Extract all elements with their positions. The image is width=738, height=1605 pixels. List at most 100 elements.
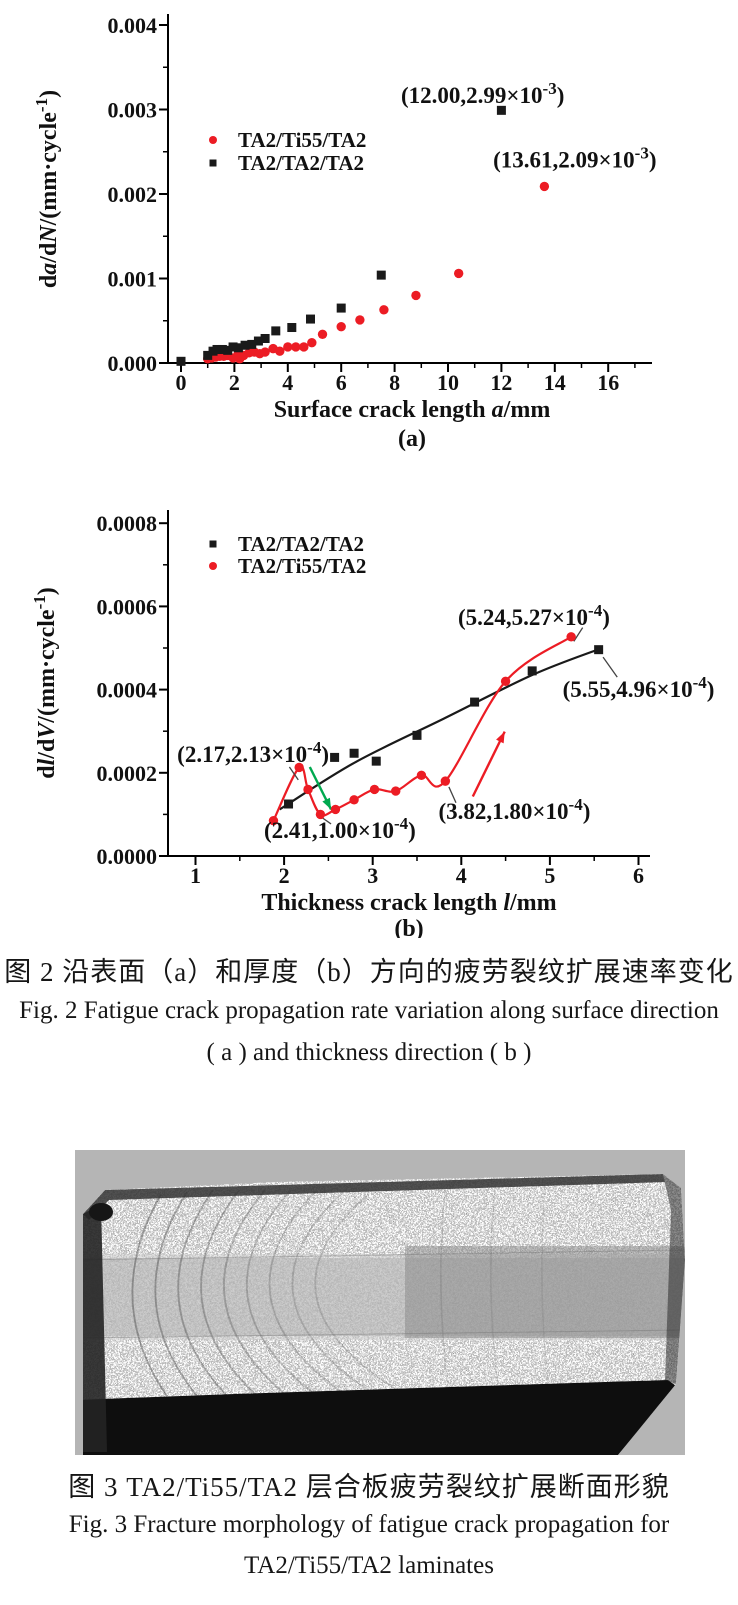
data-point — [336, 321, 346, 332]
data-point — [440, 776, 451, 786]
legend-marker — [209, 159, 217, 167]
data-point — [203, 350, 213, 360]
x-axis-title: Thickness crack length l/mm — [261, 890, 556, 916]
data-point — [305, 314, 315, 324]
panel-label: (a) — [398, 426, 426, 452]
y-tick-label: 0.001 — [108, 267, 158, 292]
data-point — [260, 347, 270, 357]
figure3-caption-en-1: Fig. 3 Fracture morphology of fatigue cr… — [68, 1511, 670, 1538]
specimen — [83, 1174, 685, 1455]
data-point — [217, 344, 227, 354]
data-point — [275, 346, 285, 356]
data-point — [391, 786, 401, 796]
data-point — [253, 336, 263, 346]
y-tick-label: 0.0002 — [97, 761, 158, 786]
x-tick-label: 4 — [456, 863, 467, 888]
annotation-text: (5.55,4.96×10-4) — [563, 673, 715, 702]
band-boundary-upper — [83, 1249, 685, 1261]
data-point — [411, 290, 421, 301]
corner-notch — [89, 1203, 113, 1221]
y-tick-label: 0.0000 — [97, 844, 158, 869]
data-point — [470, 697, 480, 707]
legend-marker — [209, 136, 217, 144]
y-tick-label: 0.000 — [108, 351, 158, 376]
annotation-text: (2.41,1.00×10-4) — [264, 814, 416, 843]
data-point — [336, 303, 346, 313]
annotation-leader — [602, 656, 618, 678]
series-line — [279, 648, 600, 811]
panel-label: (b) — [394, 916, 423, 938]
annotation-leader — [573, 627, 584, 642]
data-point — [500, 676, 511, 686]
data-point — [349, 795, 359, 805]
data-point — [260, 333, 270, 343]
data-point — [416, 770, 427, 780]
annotation-leader — [288, 766, 299, 781]
y-tick-label: 0.0004 — [97, 678, 158, 703]
data-point — [539, 181, 550, 192]
data-point — [284, 799, 294, 809]
legend-label: TA2/Ti55/TA2 — [238, 128, 366, 152]
annotation-arrow — [471, 731, 506, 798]
data-point — [283, 342, 293, 352]
x-tick-label: 2 — [279, 863, 290, 888]
annotation-arrowhead — [496, 731, 505, 744]
figure2-caption-en-2: ( a ) and thickness direction ( b ) — [206, 1039, 532, 1066]
data-point — [349, 748, 359, 758]
x-tick-label: 0 — [176, 370, 187, 395]
data-point — [233, 343, 243, 353]
legend-marker — [209, 562, 217, 570]
data-point — [379, 305, 389, 315]
axes — [167, 14, 652, 364]
dark-patch-right — [405, 1246, 685, 1338]
data-point — [240, 340, 250, 350]
data-point — [330, 804, 341, 815]
data-point — [566, 632, 576, 642]
x-tick-label: 14 — [544, 370, 566, 395]
legend-label: TA2/TA2/TA2 — [238, 151, 364, 175]
x-axis-title: Surface crack length a/mm — [274, 397, 551, 423]
data-point — [412, 730, 422, 740]
data-point — [176, 356, 186, 366]
x-tick-label: 6 — [336, 370, 347, 395]
specimen-left-edge — [83, 1204, 107, 1452]
data-point — [294, 762, 304, 773]
annotation-text: (12.00,2.99×10-3) — [401, 79, 564, 108]
data-point — [228, 342, 238, 352]
x-tick-label: 6 — [633, 863, 644, 888]
data-point — [287, 323, 297, 333]
data-point — [369, 784, 380, 795]
data-point — [527, 666, 537, 676]
data-point — [594, 645, 604, 655]
x-tick-label: 8 — [389, 370, 400, 395]
data-point — [453, 268, 464, 279]
x-tick-label: 2 — [229, 370, 240, 395]
annotation-text: (13.61,2.09×10-3) — [493, 143, 656, 172]
figure2a-chart: 0 2 4 6 8 10 12 14 16 0.000 0.001 0.002 0.003 0.004 Su… — [32, 13, 657, 452]
y-tick-label: 0.003 — [108, 98, 158, 123]
data-point — [212, 344, 222, 354]
data-point — [315, 809, 326, 820]
figure2b-chart: 1 2 3 4 5 6 0.0000 0.0002 0.0004 0.0006 0.0008 Thic… — [30, 510, 715, 938]
data-point — [330, 752, 340, 762]
x-tick-label: 4 — [282, 370, 293, 395]
y-axis-title: dl/dV/(mm·cycle-1) — [30, 587, 60, 779]
data-point — [496, 105, 506, 115]
data-point — [223, 345, 233, 355]
data-point — [299, 342, 309, 352]
figure2-caption-en-1: Fig. 2 Fatigue crack propagation rate va… — [19, 997, 719, 1024]
y-tick-label: 0.0006 — [97, 594, 158, 619]
y-tick-label: 0.0008 — [97, 511, 158, 536]
annotation-text: (3.82,1.80×10-4) — [439, 795, 591, 824]
annotation-text: (5.24,5.27×10-4) — [458, 601, 610, 630]
data-point — [291, 342, 301, 352]
figure2-caption-zh: 图 2 沿表面（a）和厚度（b）方向的疲劳裂纹扩展速率变化 — [4, 957, 734, 987]
legend-label: TA2/Ti55/TA2 — [238, 554, 366, 578]
figure3-caption-zh: 图 3 TA2/Ti55/TA2 层合板疲劳裂纹扩展断面形貌 — [68, 1472, 670, 1502]
data-point — [355, 315, 365, 325]
beach-mark-striations — [131, 1185, 550, 1397]
x-tick-label: 5 — [544, 863, 555, 888]
y-tick-label: 0.004 — [108, 13, 158, 38]
figure3-fracture-photo — [75, 1150, 685, 1455]
